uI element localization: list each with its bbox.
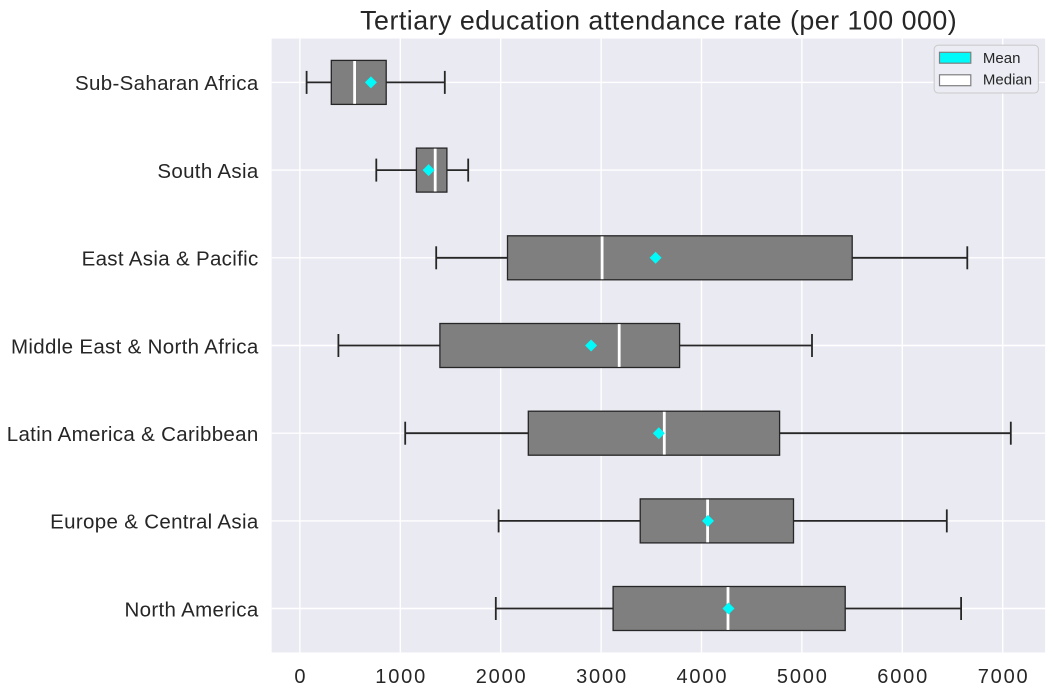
svg-text:Tertiary education attendance: Tertiary education attendance rate (per … xyxy=(360,5,957,35)
svg-text:6000: 6000 xyxy=(877,666,929,688)
svg-text:South Asia: South Asia xyxy=(157,160,258,183)
svg-text:1000: 1000 xyxy=(375,666,427,688)
svg-text:Sub-Saharan Africa: Sub-Saharan Africa xyxy=(75,72,259,95)
svg-text:7000: 7000 xyxy=(978,666,1030,688)
svg-text:2000: 2000 xyxy=(476,666,528,688)
svg-text:0: 0 xyxy=(294,666,305,688)
svg-text:Mean: Mean xyxy=(983,50,1021,67)
svg-text:East Asia & Pacific: East Asia & Pacific xyxy=(82,248,259,271)
svg-text:Latin America & Caribbean: Latin America & Caribbean xyxy=(7,423,259,446)
svg-text:Europe & Central Asia: Europe & Central Asia xyxy=(50,511,259,534)
svg-text:Middle East & North Africa: Middle East & North Africa xyxy=(11,335,259,358)
svg-text:North America: North America xyxy=(125,598,259,621)
svg-text:4000: 4000 xyxy=(676,666,728,688)
svg-text:5000: 5000 xyxy=(777,666,829,688)
svg-text:3000: 3000 xyxy=(576,666,628,688)
svg-text:Median: Median xyxy=(983,72,1032,89)
